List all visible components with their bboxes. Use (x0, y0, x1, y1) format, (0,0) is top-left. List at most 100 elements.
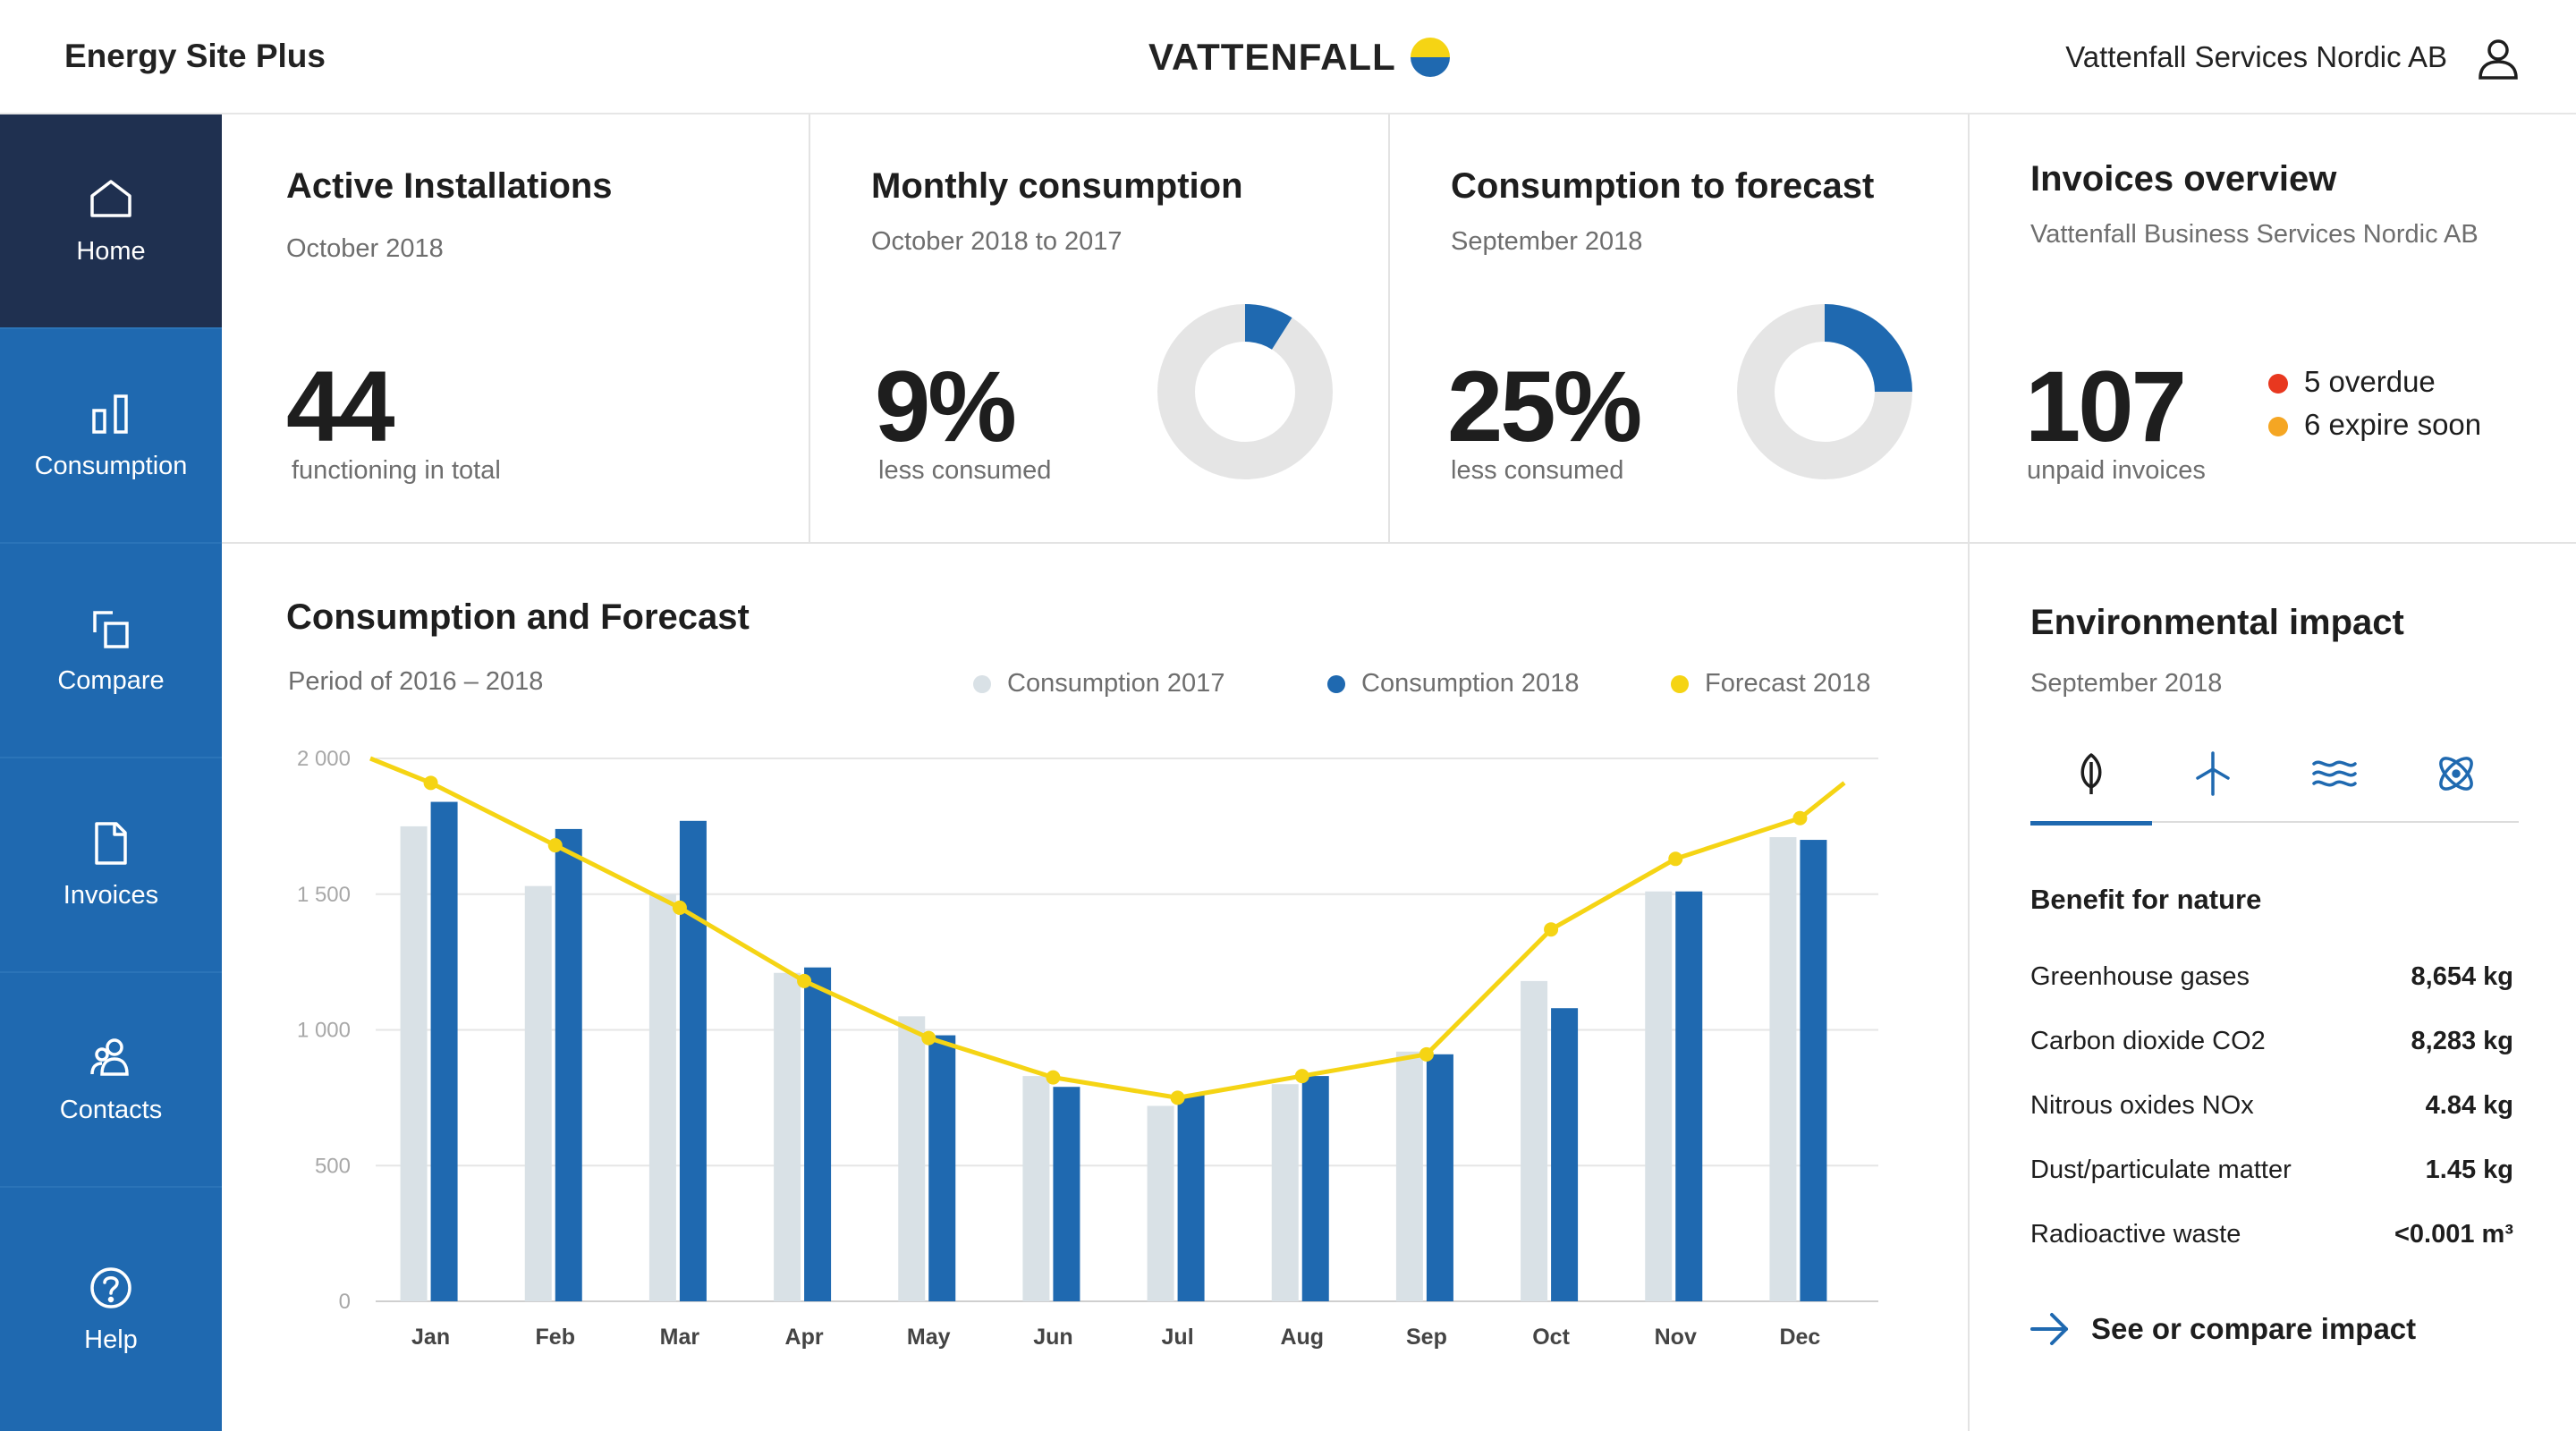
x-tick-label: Aug (1280, 1325, 1324, 1350)
card-title: Active Installations (286, 166, 613, 206)
benefit-value: 4.84 kg (2425, 1091, 2513, 1120)
sidebar-item-label: Consumption (34, 451, 188, 480)
forecast-point (672, 900, 687, 915)
benefit-value: 1.45 kg (2425, 1156, 2513, 1184)
card-title: Monthly consumption (871, 166, 1243, 206)
installations-caption: functioning in total (292, 456, 501, 485)
bar-consumption-2018 (430, 801, 458, 1301)
invoice-status-expire-soon[interactable]: 6 expire soon (2268, 408, 2481, 442)
bar-consumption-2017 (1521, 980, 1548, 1301)
card-title: Invoices overview (2030, 159, 2337, 199)
sidebar-item-label: Contacts (59, 1095, 163, 1124)
bar-consumption-2018 (1426, 1054, 1453, 1301)
x-tick-label: Jun (1033, 1325, 1072, 1350)
company-name[interactable]: Vattenfall Services Nordic AB (2065, 40, 2447, 73)
legend-item-consumption-2017[interactable]: Consumption 2017 (973, 669, 1224, 699)
x-tick-label: Oct (1532, 1325, 1570, 1350)
bar-consumption-2017 (774, 972, 801, 1301)
installations-count: 44 (286, 351, 395, 462)
forecast-point (423, 775, 438, 791)
sidebar-item-label: Compare (57, 665, 165, 695)
forecast-caption: less consumed (1451, 456, 1624, 485)
vattenfall-logo[interactable]: VATTENFALL (1148, 36, 1452, 79)
legend-swatch (1327, 674, 1345, 693)
bar-consumption-2018 (1053, 1087, 1080, 1301)
x-tick-label: May (907, 1325, 951, 1350)
user-icon[interactable] (2476, 36, 2521, 80)
tab-leaf[interactable] (2030, 742, 2152, 826)
atom-icon (2439, 757, 2473, 791)
expire-soon-label: 6 expire soon (2304, 408, 2482, 441)
sidebar-item-help[interactable]: Help (0, 1188, 222, 1431)
benefit-label: Radioactive waste (2030, 1220, 2241, 1249)
invoice-status-overdue[interactable]: 5 overdue (2268, 365, 2436, 399)
invoices-overview-card[interactable]: Invoices overview Vattenfall Business Se… (1970, 114, 2576, 544)
sidebar-item-home[interactable]: Home (0, 114, 222, 329)
chart-subtitle: Period of 2016 – 2018 (288, 667, 544, 696)
consumption-bar-chart[interactable]: 0 500 1 000 1 500 2 000 Jan Feb Mar Apr May Jun Jul… (268, 742, 1905, 1368)
bar-consumption-2018 (1675, 891, 1703, 1301)
benefit-value: 8,283 kg (2411, 1027, 2513, 1055)
benefit-row-dust: Dust/particulate matter 1.45 kg (2030, 1156, 2513, 1200)
card-subtitle: September 2018 (1451, 227, 1643, 256)
sidebar-item-contacts[interactable]: Contacts (0, 973, 222, 1188)
legend-item-forecast-2018[interactable]: Forecast 2018 (1671, 669, 1870, 699)
environmental-impact-panel: Environmental impact September 2018 Bene… (1970, 544, 2576, 1431)
benefit-value: 8,654 kg (2411, 962, 2513, 991)
x-tick-label: Feb (536, 1325, 575, 1350)
see-compare-impact-link[interactable]: See or compare impact (2030, 1311, 2416, 1347)
bar-consumption-2018 (1800, 840, 1827, 1301)
bar-consumption-2018 (1551, 1008, 1579, 1301)
tab-atom[interactable] (2395, 742, 2517, 823)
consumption-forecast-card[interactable]: Consumption to forecast September 2018 2… (1390, 114, 1970, 544)
bar-consumption-2017 (1271, 1084, 1299, 1301)
document-icon (95, 821, 127, 865)
monthly-percent: 9% (875, 351, 1017, 462)
forecast-point (1419, 1046, 1434, 1062)
bar-consumption-2017 (1395, 1051, 1423, 1301)
benefit-label: Greenhouse gases (2030, 962, 2250, 991)
monthly-consumption-card[interactable]: Monthly consumption October 2018 to 2017… (810, 114, 1390, 544)
tab-wind[interactable] (2152, 742, 2274, 823)
sidebar-item-consumption[interactable]: Consumption (0, 329, 222, 544)
sidebar-item-label: Home (76, 236, 146, 266)
bar-consumption-2017 (524, 885, 552, 1301)
sidebar: Home Consumption Compare Invoices Contac… (0, 114, 222, 1431)
app-title[interactable]: Energy Site Plus (64, 38, 326, 74)
forecast-point (1668, 851, 1683, 867)
active-installations-card[interactable]: Active Installations October 2018 44 fun… (222, 114, 810, 544)
donut-arc (1244, 304, 1292, 351)
forecast-point (921, 1030, 936, 1046)
forecast-point (547, 838, 563, 853)
x-tick-label: Jan (411, 1325, 450, 1350)
legend-item-consumption-2018[interactable]: Consumption 2018 (1327, 669, 1579, 699)
sidebar-item-invoices[interactable]: Invoices (0, 758, 222, 973)
bar-consumption-2018 (555, 828, 582, 1301)
bar-consumption-2017 (1769, 837, 1797, 1301)
y-tick-label: 1 000 (297, 1019, 351, 1043)
monthly-donut-chart (1157, 304, 1333, 479)
top-bar: Energy Site Plus VATTENFALL Vattenfall S… (0, 0, 2576, 114)
benefit-section-title: Benefit for nature (2030, 884, 2262, 915)
bar-consumption-2017 (1022, 1076, 1050, 1301)
sidebar-item-label: Invoices (63, 880, 159, 910)
env-title: Environmental impact (2030, 603, 2404, 642)
legend-label: Consumption 2017 (1007, 669, 1225, 698)
x-tick-label: Mar (660, 1325, 700, 1350)
x-tick-label: Apr (785, 1325, 824, 1350)
card-title: Consumption to forecast (1451, 166, 1875, 206)
forecast-point (1046, 1070, 1061, 1085)
benefit-value: <0.001 m³ (2394, 1220, 2513, 1249)
logo-mark-icon (1410, 38, 1450, 77)
sidebar-item-compare[interactable]: Compare (0, 544, 222, 758)
benefit-label: Nitrous oxides NOx (2030, 1091, 2254, 1120)
bar-consumption-2017 (400, 826, 428, 1301)
overdue-dot (2268, 374, 2288, 394)
logo-text: VATTENFALL (1148, 36, 1396, 78)
x-tick-label: Jul (1162, 1325, 1194, 1350)
x-tick-label: Sep (1406, 1325, 1447, 1350)
tab-water[interactable] (2274, 742, 2395, 823)
x-tick-label: Nov (1655, 1325, 1697, 1350)
card-subtitle: October 2018 to 2017 (871, 227, 1123, 256)
wind-turbine-icon (2196, 751, 2230, 796)
